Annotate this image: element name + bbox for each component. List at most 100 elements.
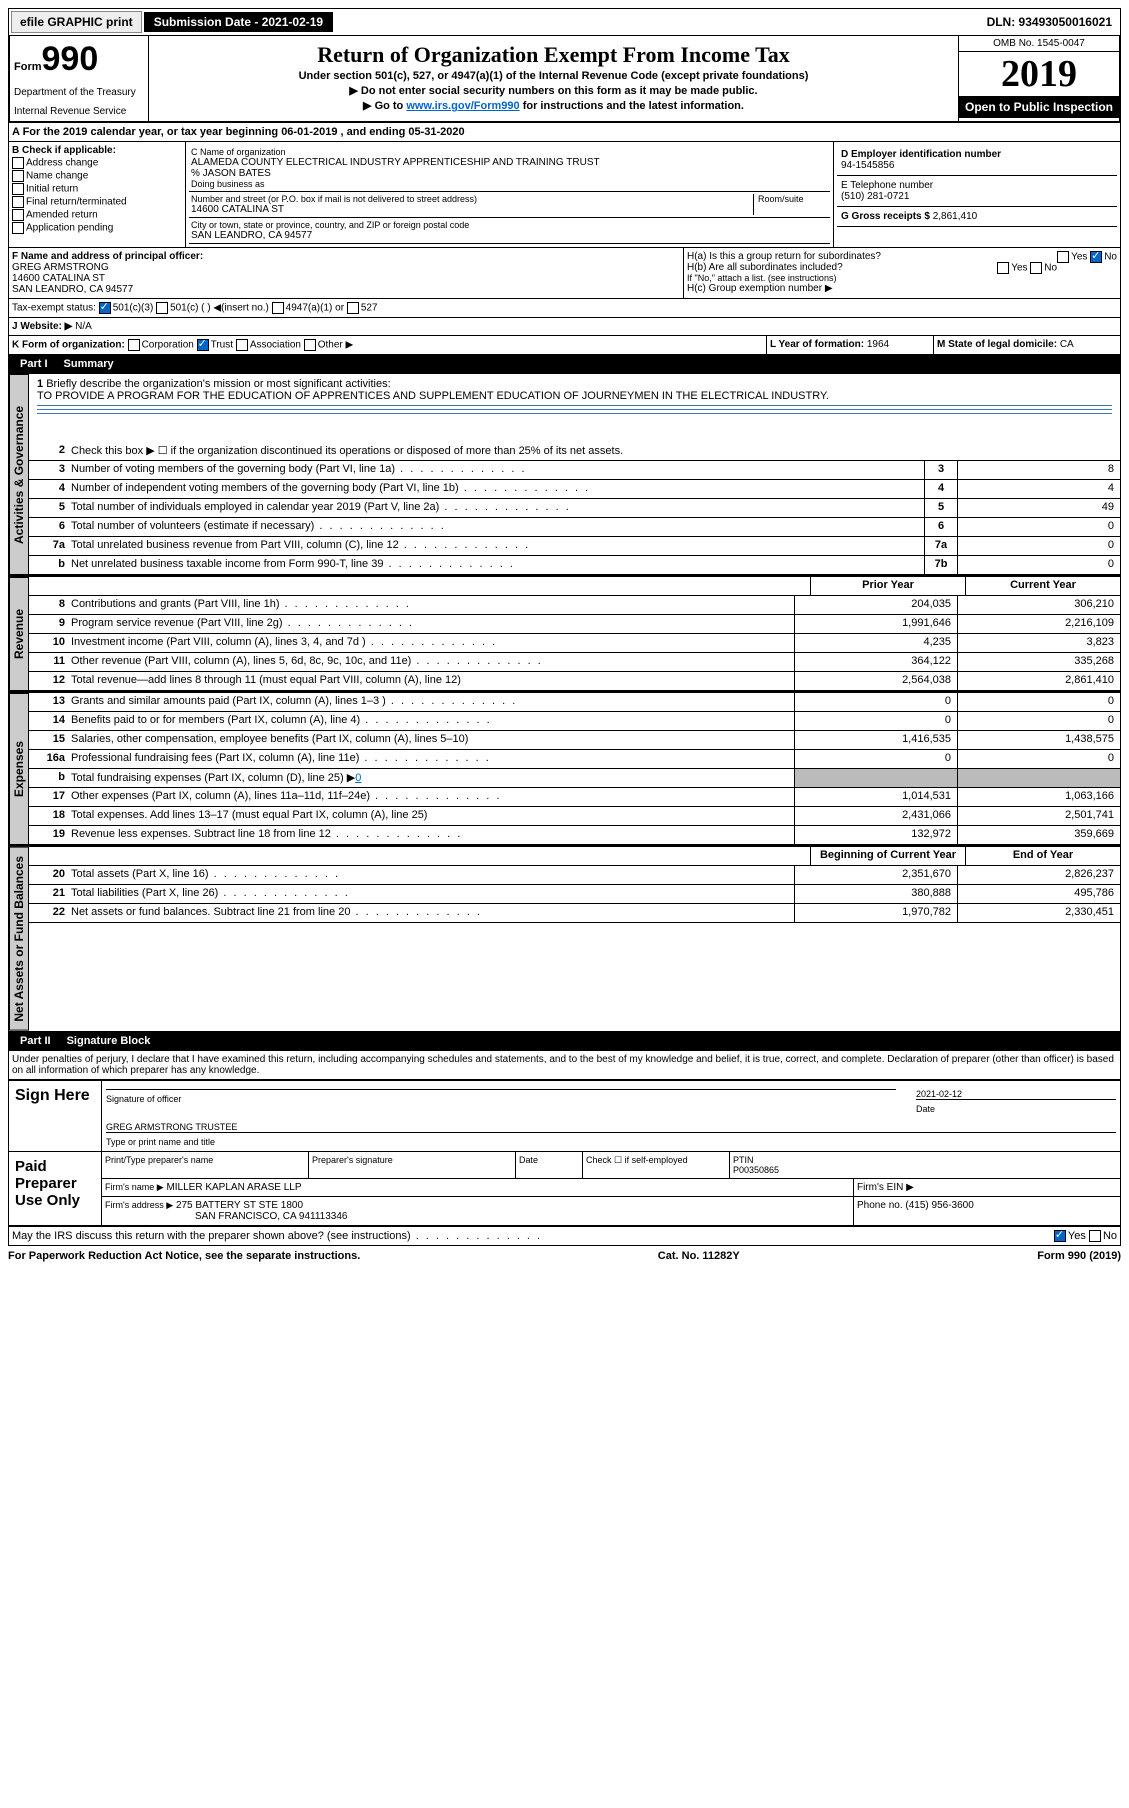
line-8-text: Contributions and grants (Part VIII, lin… xyxy=(69,596,794,614)
line-16a-text: Professional fundraising fees (Part IX, … xyxy=(69,750,794,768)
footer-right: Form 990 (2019) xyxy=(1037,1250,1121,1262)
line-4-text: Number of independent voting members of … xyxy=(69,480,924,498)
sig-date-label: Date xyxy=(916,1104,1116,1114)
firm-ein-label: Firm's EIN ▶ xyxy=(854,1179,1120,1196)
addr-label: Number and street (or P.O. box if mail i… xyxy=(191,194,753,204)
c13: 0 xyxy=(957,693,1120,711)
val-7a: 0 xyxy=(957,537,1120,555)
irs-no-check[interactable] xyxy=(1089,1230,1101,1242)
irs-discuss-question: May the IRS discuss this return with the… xyxy=(12,1230,542,1242)
check-527[interactable] xyxy=(347,302,359,314)
year-formation: 1964 xyxy=(867,339,889,350)
state-domicile: CA xyxy=(1060,339,1074,350)
officer-name: GREG ARMSTRONG xyxy=(12,262,680,273)
p16a: 0 xyxy=(794,750,957,768)
line-5-text: Total number of individuals employed in … xyxy=(69,499,924,517)
subtitle-2: ▶ Do not enter social security numbers o… xyxy=(157,84,950,97)
p12: 2,564,038 xyxy=(794,672,957,690)
c18: 2,501,741 xyxy=(957,807,1120,825)
current-year-header: Current Year xyxy=(965,577,1120,595)
check-address-change[interactable]: Address change xyxy=(12,157,182,169)
line-12-text: Total revenue—add lines 8 through 11 (mu… xyxy=(69,672,794,690)
line-11-text: Other revenue (Part VIII, column (A), li… xyxy=(69,653,794,671)
check-corporation[interactable] xyxy=(128,339,140,351)
p8: 204,035 xyxy=(794,596,957,614)
check-application-pending[interactable]: Application pending xyxy=(12,222,182,234)
check-4947[interactable] xyxy=(272,302,284,314)
p13: 0 xyxy=(794,693,957,711)
self-employed-check[interactable]: Check ☐ if self-employed xyxy=(583,1152,730,1178)
line-13-text: Grants and similar amounts paid (Part IX… xyxy=(69,693,794,711)
phone-label: Phone no. xyxy=(857,1200,903,1211)
check-other[interactable] xyxy=(304,339,316,351)
mission-text: TO PROVIDE A PROGRAM FOR THE EDUCATION O… xyxy=(37,390,1112,402)
line-20-text: Total assets (Part X, line 16) xyxy=(69,866,794,884)
subtitle-3: ▶ Go to www.irs.gov/Form990 for instruct… xyxy=(157,99,950,112)
sig-name-label: Type or print name and title xyxy=(106,1137,1116,1147)
line-18-text: Total expenses. Add lines 13–17 (must eq… xyxy=(69,807,794,825)
beginning-year-header: Beginning of Current Year xyxy=(810,847,965,865)
check-501c[interactable] xyxy=(156,302,168,314)
line-10-text: Investment income (Part VIII, column (A)… xyxy=(69,634,794,652)
firm-name-label: Firm's name ▶ xyxy=(105,1182,164,1192)
tax-period: A For the 2019 calendar year, or tax yea… xyxy=(8,123,1121,142)
check-amended-return[interactable]: Amended return xyxy=(12,209,182,221)
check-name-change[interactable]: Name change xyxy=(12,170,182,182)
efile-print-button[interactable]: efile GRAPHIC print xyxy=(11,11,142,33)
p22: 1,970,782 xyxy=(794,904,957,922)
h-b-note: If "No," attach a list. (see instruction… xyxy=(687,273,1117,283)
preparer-date-label: Date xyxy=(516,1152,583,1178)
line-17-text: Other expenses (Part IX, column (A), lin… xyxy=(69,788,794,806)
check-association[interactable] xyxy=(236,339,248,351)
city-label: City or town, state or province, country… xyxy=(191,220,828,230)
prior-year-header: Prior Year xyxy=(810,577,965,595)
net-assets-label: Net Assets or Fund Balances xyxy=(9,847,29,1031)
check-501c3[interactable] xyxy=(99,302,111,314)
firm-addr: 275 BATTERY ST STE 1800 xyxy=(176,1200,303,1211)
check-trust[interactable] xyxy=(197,339,209,351)
subtitle-1: Under section 501(c), 527, or 4947(a)(1)… xyxy=(157,70,950,82)
line-7b-text: Net unrelated business taxable income fr… xyxy=(69,556,924,574)
val-7b: 0 xyxy=(957,556,1120,574)
tax-year: 2019 xyxy=(959,52,1119,96)
line-15-text: Salaries, other compensation, employee b… xyxy=(69,731,794,749)
p19: 132,972 xyxy=(794,826,957,844)
form-header: Form990 Department of the Treasury Inter… xyxy=(8,36,1121,123)
footer-mid: Cat. No. 11282Y xyxy=(658,1250,740,1262)
c9: 2,216,109 xyxy=(957,615,1120,633)
check-final-return[interactable]: Final return/terminated xyxy=(12,196,182,208)
end-year-header: End of Year xyxy=(965,847,1120,865)
year-formation-label: L Year of formation: xyxy=(770,339,864,350)
website-value: N/A xyxy=(75,321,92,332)
irs-yes-check[interactable] xyxy=(1054,1230,1066,1242)
c22: 2,330,451 xyxy=(957,904,1120,922)
c16a: 0 xyxy=(957,750,1120,768)
form-org-label: K Form of organization: xyxy=(12,340,125,351)
block-f-label: F Name and address of principal officer: xyxy=(12,251,680,262)
officer-city: SAN LEANDRO, CA 94577 xyxy=(12,284,680,295)
c12: 2,861,410 xyxy=(957,672,1120,690)
preparer-name-label: Print/Type preparer's name xyxy=(102,1152,309,1178)
p15: 1,416,535 xyxy=(794,731,957,749)
tax-exempt-label: Tax-exempt status: xyxy=(12,303,96,314)
c14: 0 xyxy=(957,712,1120,730)
perjury-declaration: Under penalties of perjury, I declare th… xyxy=(8,1050,1121,1080)
c15: 1,438,575 xyxy=(957,731,1120,749)
check-initial-return[interactable]: Initial return xyxy=(12,183,182,195)
room-suite-label: Room/suite xyxy=(753,194,828,215)
p14: 0 xyxy=(794,712,957,730)
org-city: SAN LEANDRO, CA 94577 xyxy=(191,230,828,241)
activities-governance-label: Activities & Governance xyxy=(9,374,29,575)
omb-number: OMB No. 1545-0047 xyxy=(959,36,1119,52)
c21: 495,786 xyxy=(957,885,1120,903)
instructions-link[interactable]: www.irs.gov/Form990 xyxy=(406,100,519,112)
line-21-text: Total liabilities (Part X, line 26) xyxy=(69,885,794,903)
form-number: Form990 xyxy=(14,40,144,79)
org-address: 14600 CATALINA ST xyxy=(191,204,753,215)
submission-date: Submission Date - 2021-02-19 xyxy=(144,12,333,32)
gross-receipts: 2,861,410 xyxy=(933,211,978,222)
p21: 380,888 xyxy=(794,885,957,903)
dba-label: Doing business as xyxy=(191,179,828,189)
block-b-label: B Check if applicable: xyxy=(12,145,182,156)
p18: 2,431,066 xyxy=(794,807,957,825)
